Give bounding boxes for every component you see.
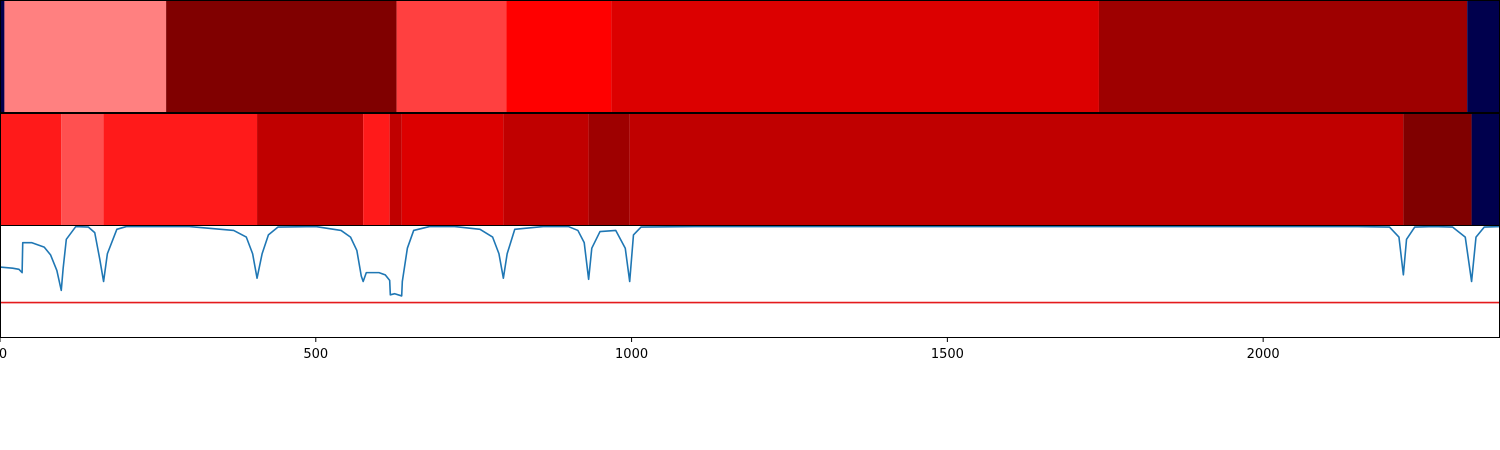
heatmap-segment-1-2 <box>4 1 167 112</box>
heatmap-segment-2-4 <box>257 114 364 225</box>
heatmap-panel-top <box>0 1 1500 112</box>
heatmap-segment-2-12 <box>1471 114 1500 225</box>
heatmap-segment-2-7 <box>401 114 504 225</box>
heatmap-segment-2-2 <box>61 114 104 225</box>
heatmap-segment-1-6 <box>611 1 1099 112</box>
heatmap-segment-1-8 <box>1467 1 1500 112</box>
x-tick-label-1000: 1000 <box>615 347 648 362</box>
line-panel-bottom-frame <box>0 225 1500 338</box>
x-tick-label-1500: 1500 <box>931 347 964 362</box>
heatmap-segment-2-1 <box>0 114 62 225</box>
heatmap-segment-2-11 <box>1403 114 1472 225</box>
line-panel-bottom <box>0 225 1500 304</box>
heatmap-segment-2-8 <box>503 114 589 225</box>
heatmap-segment-2-3 <box>103 114 258 225</box>
heatmap-segment-1-4 <box>396 1 507 112</box>
heatmap-segment-2-10 <box>629 114 1404 225</box>
heatmap-segment-2-9 <box>588 114 630 225</box>
heatmap-segment-2-5 <box>363 114 390 225</box>
x-axis: 0 500 1000 1500 2000 <box>0 338 1280 362</box>
heatmap-panel-middle <box>0 114 1500 225</box>
series-line-1 <box>0 225 1500 297</box>
x-tick-label-500: 500 <box>303 347 328 362</box>
x-tick-label-0: 0 <box>0 347 7 362</box>
heatmap-segment-1-7 <box>1098 1 1468 112</box>
heatmap-segment-1-5 <box>506 1 612 112</box>
x-tick-label-2000: 2000 <box>1247 347 1280 362</box>
heatmap-segment-1-3 <box>166 1 397 112</box>
heatmap-segment-2-6 <box>389 114 402 225</box>
heatmap-segment-1-1 <box>0 1 5 112</box>
